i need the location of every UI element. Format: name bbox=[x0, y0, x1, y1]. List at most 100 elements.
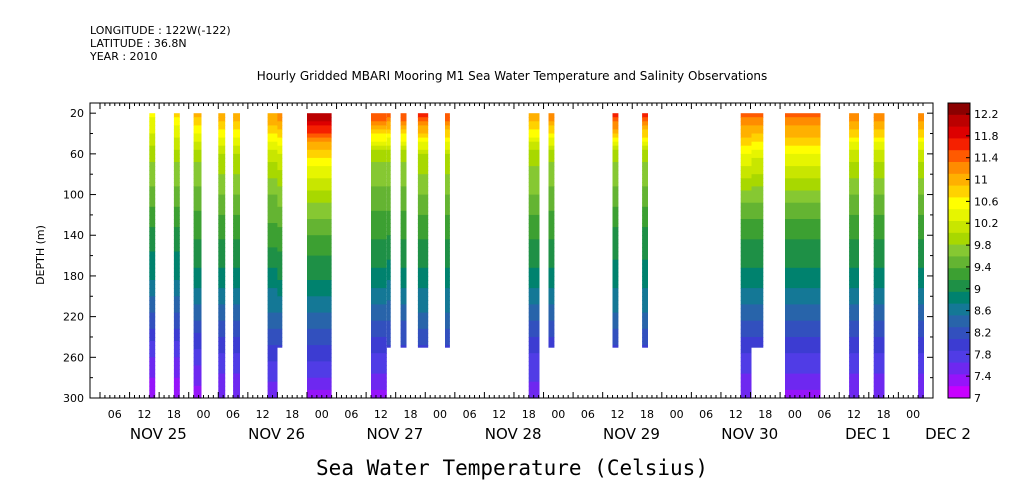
temperature-cell bbox=[548, 190, 555, 196]
temperature-cell bbox=[267, 328, 278, 334]
temperature-cell bbox=[193, 174, 202, 179]
temperature-cell bbox=[371, 345, 387, 350]
temperature-cell bbox=[918, 125, 924, 131]
temperature-cell bbox=[642, 337, 648, 342]
temperature-cell bbox=[785, 320, 821, 326]
temperature-cell bbox=[173, 231, 180, 236]
temperature-cell bbox=[173, 117, 180, 122]
temperature-cell bbox=[386, 170, 391, 175]
temperature-cell bbox=[277, 153, 283, 159]
temperature-cell bbox=[400, 223, 407, 228]
temperature-cell bbox=[193, 296, 202, 301]
temperature-cell bbox=[849, 357, 859, 362]
temperature-cell bbox=[785, 353, 821, 358]
temperature-cell bbox=[785, 389, 821, 395]
temperature-cell bbox=[267, 353, 278, 358]
temperature-cell bbox=[267, 157, 278, 163]
temperature-cell bbox=[173, 288, 180, 293]
temperature-cell bbox=[218, 227, 226, 232]
temperature-cell bbox=[277, 288, 283, 293]
temperature-cell bbox=[267, 369, 278, 375]
temperature-cell bbox=[386, 243, 391, 249]
temperature-cell bbox=[873, 267, 885, 273]
temperature-cell bbox=[267, 341, 278, 346]
temperature-cell bbox=[751, 288, 764, 293]
temperature-cell bbox=[371, 149, 387, 155]
temperature-cell bbox=[277, 235, 283, 240]
temperature-cell bbox=[371, 328, 387, 334]
temperature-cell bbox=[193, 162, 202, 167]
temperature-cell bbox=[548, 284, 555, 289]
temperature-cell bbox=[849, 243, 859, 249]
temperature-cell bbox=[173, 316, 180, 322]
temperature-cell bbox=[612, 320, 619, 326]
data-column-17 bbox=[740, 113, 752, 399]
temperature-cell bbox=[642, 231, 648, 236]
temperature-cell bbox=[740, 312, 752, 318]
temperature-cell bbox=[267, 292, 278, 297]
temperature-cell bbox=[751, 113, 764, 118]
temperature-cell bbox=[386, 267, 391, 273]
temperature-cell bbox=[642, 280, 648, 285]
temperature-cell bbox=[307, 190, 332, 196]
x-day-label: NOV 26 bbox=[248, 425, 305, 443]
temperature-cell bbox=[386, 210, 391, 216]
temperature-cell bbox=[400, 235, 407, 240]
temperature-cell bbox=[386, 324, 391, 330]
temperature-cell bbox=[386, 284, 391, 289]
temperature-cell bbox=[918, 174, 924, 179]
temperature-cell bbox=[233, 292, 240, 297]
temperature-cell bbox=[193, 153, 202, 159]
temperature-cell bbox=[785, 227, 821, 232]
temperature-cell bbox=[785, 377, 821, 383]
temperature-cell bbox=[751, 125, 764, 131]
temperature-cell bbox=[400, 341, 407, 346]
temperature-cell bbox=[400, 300, 407, 305]
temperature-cell bbox=[193, 284, 202, 289]
temperature-cell bbox=[400, 182, 407, 187]
temperature-cell bbox=[267, 113, 278, 118]
temperature-cell bbox=[149, 251, 156, 257]
temperature-cell bbox=[193, 137, 202, 143]
temperature-cell bbox=[873, 133, 885, 139]
temperature-cell bbox=[548, 198, 555, 204]
temperature-cell bbox=[193, 316, 202, 322]
temperature-cell bbox=[751, 271, 764, 277]
temperature-cell bbox=[445, 316, 450, 322]
temperature-cell bbox=[751, 166, 764, 171]
temperature-cell bbox=[740, 280, 752, 285]
temperature-cell bbox=[873, 166, 885, 171]
temperature-cell bbox=[548, 255, 555, 261]
temperature-cell bbox=[612, 300, 619, 305]
temperature-cell bbox=[277, 194, 283, 200]
temperature-cell bbox=[873, 361, 885, 367]
temperature-cell bbox=[371, 312, 387, 318]
temperature-cell bbox=[277, 210, 283, 216]
temperature-cell bbox=[417, 182, 429, 187]
temperature-cell bbox=[548, 145, 555, 151]
temperature-cell bbox=[233, 149, 240, 155]
temperature-cell bbox=[149, 166, 156, 171]
temperature-cell bbox=[918, 389, 924, 395]
temperature-cell bbox=[400, 259, 407, 265]
temperature-cell bbox=[233, 182, 240, 187]
temperature-cell bbox=[277, 341, 283, 346]
temperature-cell bbox=[233, 373, 240, 379]
temperature-cell bbox=[751, 235, 764, 240]
temperature-cell bbox=[233, 263, 240, 269]
temperature-cell bbox=[193, 227, 202, 232]
temperature-cell bbox=[193, 393, 202, 399]
temperature-cell bbox=[528, 133, 540, 139]
temperature-cell bbox=[233, 316, 240, 322]
temperature-cell bbox=[445, 137, 450, 143]
temperature-cell bbox=[193, 292, 202, 297]
temperature-cell bbox=[873, 223, 885, 228]
temperature-cell bbox=[267, 219, 278, 224]
temperature-cell bbox=[233, 206, 240, 212]
temperature-cell bbox=[307, 121, 332, 126]
temperature-cell bbox=[193, 385, 202, 391]
temperature-cell bbox=[785, 202, 821, 208]
temperature-cell bbox=[149, 174, 156, 179]
temperature-cell bbox=[612, 190, 619, 196]
temperature-cell bbox=[277, 129, 283, 135]
